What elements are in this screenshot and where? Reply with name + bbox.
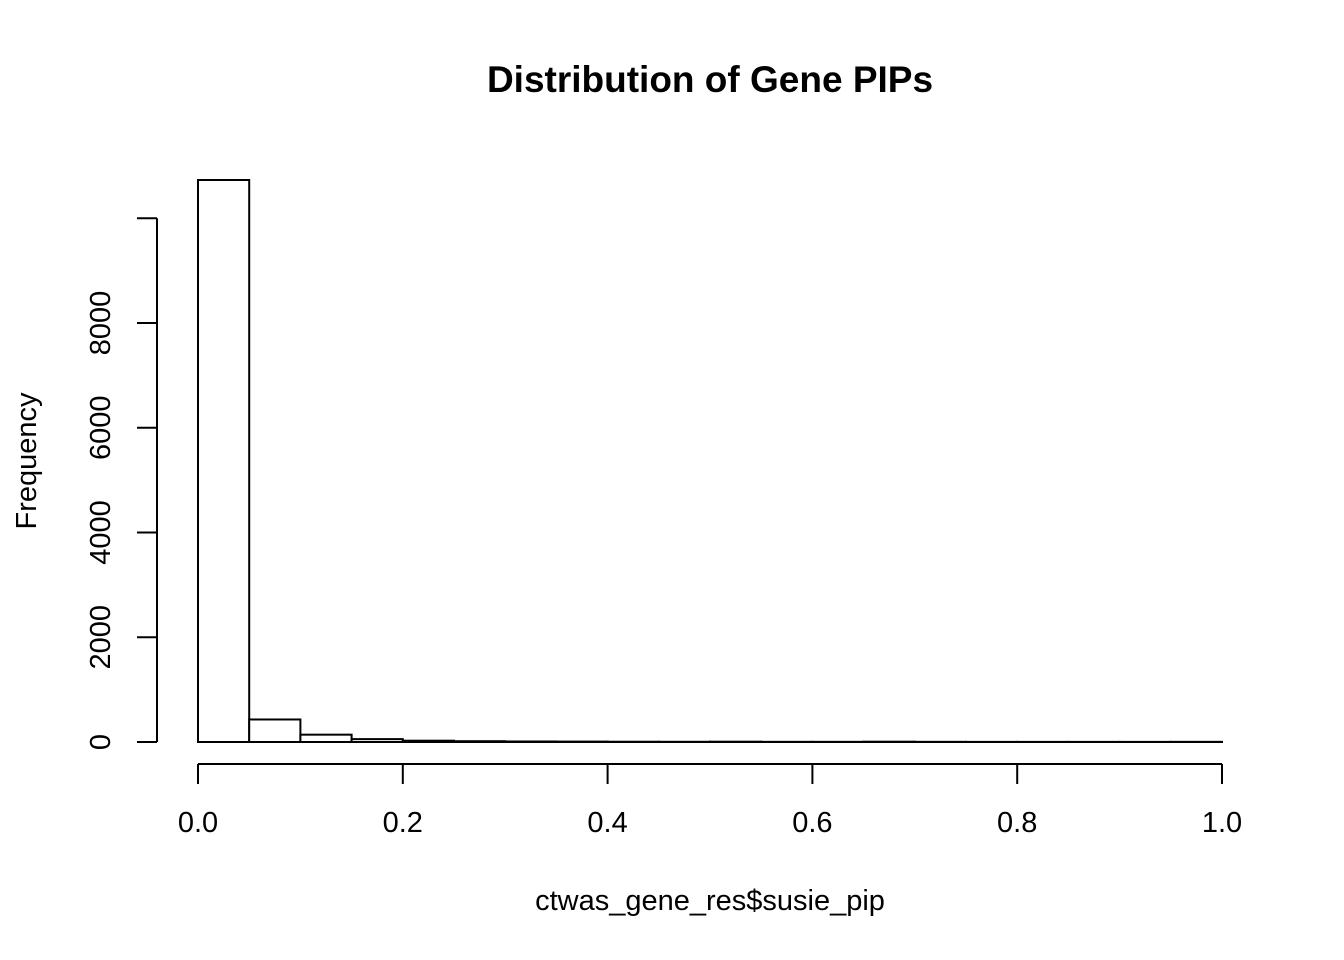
x-tick-label: 0.0: [178, 807, 218, 839]
histogram-bar: [197, 179, 251, 743]
y-tick-label: 4000: [85, 500, 117, 565]
histogram-bar: [350, 738, 404, 743]
x-tick-label: 0.4: [587, 807, 627, 839]
histogram-bar: [453, 740, 507, 744]
x-tick-label: 0.2: [383, 807, 423, 839]
x-tick-label: 1.0: [1202, 807, 1242, 839]
y-tick-label: 6000: [85, 395, 117, 460]
y-tick-label: 8000: [85, 291, 117, 356]
y-axis: 0 2000 4000 6000 8000: [85, 217, 158, 750]
x-tick-label: 0.6: [792, 807, 832, 839]
x-tick-label: 0.8: [997, 807, 1037, 839]
x-axis-label: ctwas_gene_res$susie_pip: [535, 885, 885, 917]
histogram-bar: [299, 733, 353, 744]
y-tick-label: 2000: [85, 605, 117, 670]
bars-group: [197, 179, 1224, 744]
x-axis: 0.0 0.2 0.4 0.6 0.8 1.0: [178, 763, 1242, 839]
histogram-bar: [248, 718, 302, 743]
y-axis-label: Frequency: [11, 392, 43, 530]
y-tick-label: 0: [85, 734, 117, 750]
histogram-bar: [504, 740, 558, 744]
histogram-bar: [401, 739, 455, 744]
chart-title: Distribution of Gene PIPs: [487, 59, 933, 100]
